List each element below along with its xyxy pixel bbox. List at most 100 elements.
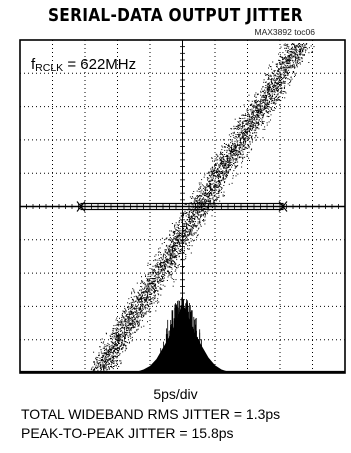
trace-point <box>114 360 116 362</box>
trace-point <box>239 123 241 125</box>
trace-point <box>132 332 134 334</box>
trace-point <box>140 282 142 284</box>
trace-point <box>190 232 192 234</box>
trace-point <box>131 324 133 326</box>
trace-point <box>200 215 202 217</box>
trace-point <box>273 71 275 73</box>
trace-point <box>132 304 134 306</box>
trace-point <box>218 164 220 166</box>
trace-point <box>204 215 206 217</box>
trace-point <box>184 223 186 225</box>
trace-point <box>248 144 249 146</box>
trace-point <box>232 144 234 146</box>
trace-point <box>221 160 223 162</box>
trace-point <box>220 159 221 161</box>
trace-point <box>107 356 109 358</box>
trace-point <box>131 293 133 295</box>
trace-point <box>99 366 101 368</box>
trace-point <box>282 82 284 84</box>
trace-point <box>178 220 180 221</box>
trace-point <box>264 103 266 105</box>
trace-point <box>210 185 212 187</box>
trace-point <box>251 112 253 114</box>
trace-point <box>153 260 155 262</box>
trace-point <box>179 233 181 235</box>
trace-point <box>204 194 206 196</box>
trace-point <box>262 121 264 123</box>
trace-point <box>229 158 231 160</box>
trace-point <box>264 103 266 105</box>
trace-point <box>169 230 171 232</box>
trace-point <box>162 272 164 274</box>
trace-point <box>132 327 134 329</box>
trace-point <box>220 183 222 185</box>
trace-point <box>237 141 239 143</box>
trace-point <box>202 187 204 189</box>
trace-point <box>166 265 168 267</box>
trace-point <box>127 327 129 329</box>
trace-point <box>186 243 187 245</box>
trace-point <box>214 191 216 193</box>
trace-point <box>224 164 226 165</box>
trace-point <box>181 229 183 231</box>
trace-point <box>263 92 265 94</box>
trace-point <box>264 87 266 89</box>
trace-point <box>134 331 135 333</box>
trace-point <box>282 71 284 73</box>
trace-point <box>217 173 219 175</box>
trace-point <box>189 233 191 235</box>
trace-point <box>121 314 123 316</box>
trace-point <box>137 317 139 319</box>
trace-point <box>265 99 267 101</box>
trace-point <box>274 85 276 87</box>
trace-point <box>127 320 129 321</box>
trace-point <box>120 322 122 324</box>
trace-point <box>235 166 236 168</box>
trace-point <box>198 205 200 207</box>
trace-point <box>112 328 114 330</box>
trace-point <box>111 367 113 368</box>
trace-point <box>258 112 260 114</box>
trace-point <box>249 119 251 121</box>
trace-point <box>288 61 290 62</box>
trace-point <box>153 282 155 284</box>
trace-point <box>289 62 291 64</box>
trace-point <box>150 299 151 301</box>
trace-point <box>212 171 214 173</box>
trace-point <box>198 191 200 193</box>
trace-point <box>240 153 242 155</box>
trace-point <box>182 234 183 236</box>
trace-point <box>205 207 207 209</box>
trace-point <box>266 102 268 104</box>
trace-point <box>165 267 167 269</box>
trace-point <box>221 162 223 164</box>
trace-point <box>274 70 276 72</box>
trace-point <box>125 326 127 328</box>
trace-point <box>212 198 214 200</box>
trace-point <box>105 357 107 359</box>
trace-point <box>221 154 223 155</box>
trace-point <box>121 348 122 350</box>
trace-point <box>156 278 158 280</box>
trace-point <box>235 159 237 161</box>
trace-point <box>287 73 289 75</box>
trace-point <box>272 61 274 63</box>
trace-point <box>243 149 245 150</box>
trace-point <box>148 296 150 298</box>
trace-point <box>104 366 106 368</box>
trace-point <box>226 161 228 163</box>
trace-point <box>160 257 162 259</box>
trace-point <box>222 163 223 165</box>
trace-point <box>258 116 260 118</box>
trace-point <box>158 270 160 272</box>
trace-point <box>134 308 136 310</box>
trace-point <box>237 143 238 145</box>
trace-point <box>211 173 213 175</box>
trace-point <box>255 125 257 127</box>
trace-point <box>107 364 109 366</box>
trace-point <box>163 261 165 263</box>
trace-point <box>252 122 254 124</box>
trace-point <box>106 369 108 371</box>
trace-point <box>220 162 222 164</box>
trace-point <box>114 333 116 335</box>
